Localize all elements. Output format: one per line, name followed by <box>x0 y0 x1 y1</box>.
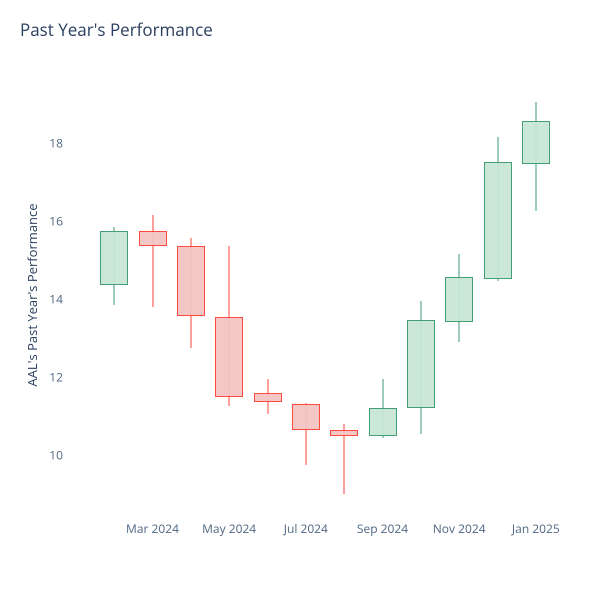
candle-body <box>522 121 550 164</box>
y-tick-label: 16 <box>49 212 63 229</box>
candle-body <box>445 277 473 322</box>
x-tick-label: Sep 2024 <box>357 520 408 537</box>
candle-body <box>292 404 320 429</box>
x-tick-label: Jan 2025 <box>512 520 560 537</box>
y-tick-label: 10 <box>49 447 63 464</box>
x-tick-label: Nov 2024 <box>433 520 486 537</box>
candle-body <box>254 393 282 403</box>
candle-body <box>369 408 397 435</box>
candle-body <box>407 320 435 408</box>
y-tick-label: 12 <box>49 369 63 386</box>
y-axis-title: AAL's Past Year's Performance <box>23 203 41 386</box>
candle-body <box>215 317 243 397</box>
candle-body <box>484 162 512 279</box>
candle-body <box>330 430 358 436</box>
x-tick-label: Jul 2024 <box>284 520 328 537</box>
chart-title: Past Year's Performance <box>20 18 213 41</box>
chart-root: Past Year's Performance AAL's Past Year'… <box>0 0 600 600</box>
candle-body <box>100 231 128 286</box>
y-tick-label: 18 <box>49 134 63 151</box>
y-tick-label: 14 <box>49 290 63 307</box>
candle-body <box>139 231 167 247</box>
x-tick-label: May 2024 <box>202 520 256 537</box>
candle-body <box>177 246 205 316</box>
plot-area: 1012141618Mar 2024May 2024Jul 2024Sep 20… <box>95 80 555 510</box>
candle-wick <box>152 215 153 307</box>
x-tick-label: Mar 2024 <box>126 520 179 537</box>
